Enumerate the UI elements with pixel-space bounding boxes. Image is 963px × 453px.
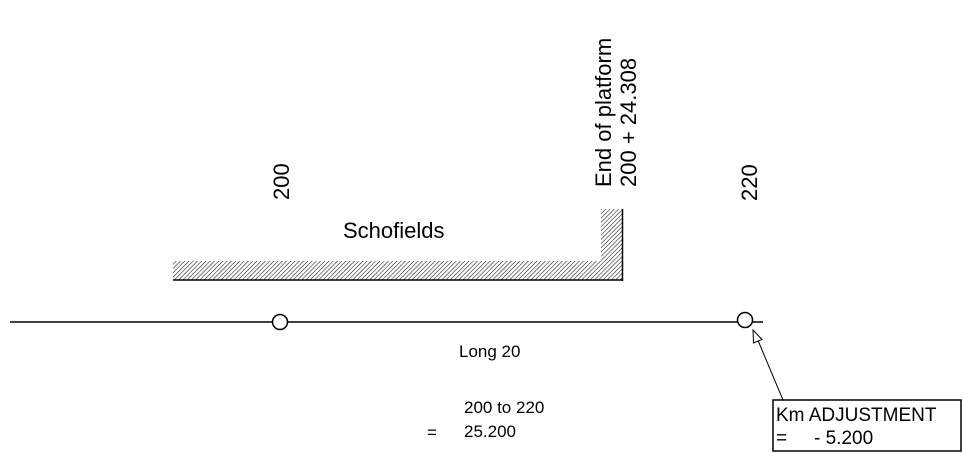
station-name: Schofields xyxy=(343,218,445,243)
arrow-head-icon xyxy=(752,328,763,344)
platform xyxy=(173,209,624,281)
distance-equals: = xyxy=(427,423,437,442)
distance-range: 200 to 220 xyxy=(464,398,544,417)
chainage-220-label: 220 xyxy=(737,164,762,201)
leader-arrow xyxy=(752,328,784,401)
track-label: Long 20 xyxy=(459,342,520,361)
km-adjustment-box: Km ADJUSTMENT = - 5.200 xyxy=(772,399,962,452)
end-of-platform-chainage: 200 + 24.308 xyxy=(616,58,641,187)
km-adjustment-equals: = xyxy=(776,428,787,449)
chainage-220-marker xyxy=(736,311,754,329)
km-adjustment-title: Km ADJUSTMENT xyxy=(776,405,937,426)
chainage-200-label: 200 xyxy=(269,163,294,200)
end-of-platform-label: End of platform xyxy=(591,38,616,187)
distance-value: 25.200 xyxy=(464,422,516,441)
km-adjustment-value: - 5.200 xyxy=(814,428,873,449)
platform-end-riser xyxy=(601,209,622,280)
km-adjustment-frame xyxy=(772,399,962,452)
chainage-200-marker xyxy=(271,313,289,331)
platform-body xyxy=(173,261,622,280)
